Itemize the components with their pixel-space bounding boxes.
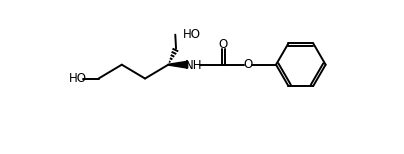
Text: HO: HO [69,72,86,85]
Text: O: O [218,38,227,51]
Text: HO: HO [183,28,200,41]
Text: O: O [244,58,253,71]
Polygon shape [168,61,188,68]
Text: NH: NH [185,59,203,72]
